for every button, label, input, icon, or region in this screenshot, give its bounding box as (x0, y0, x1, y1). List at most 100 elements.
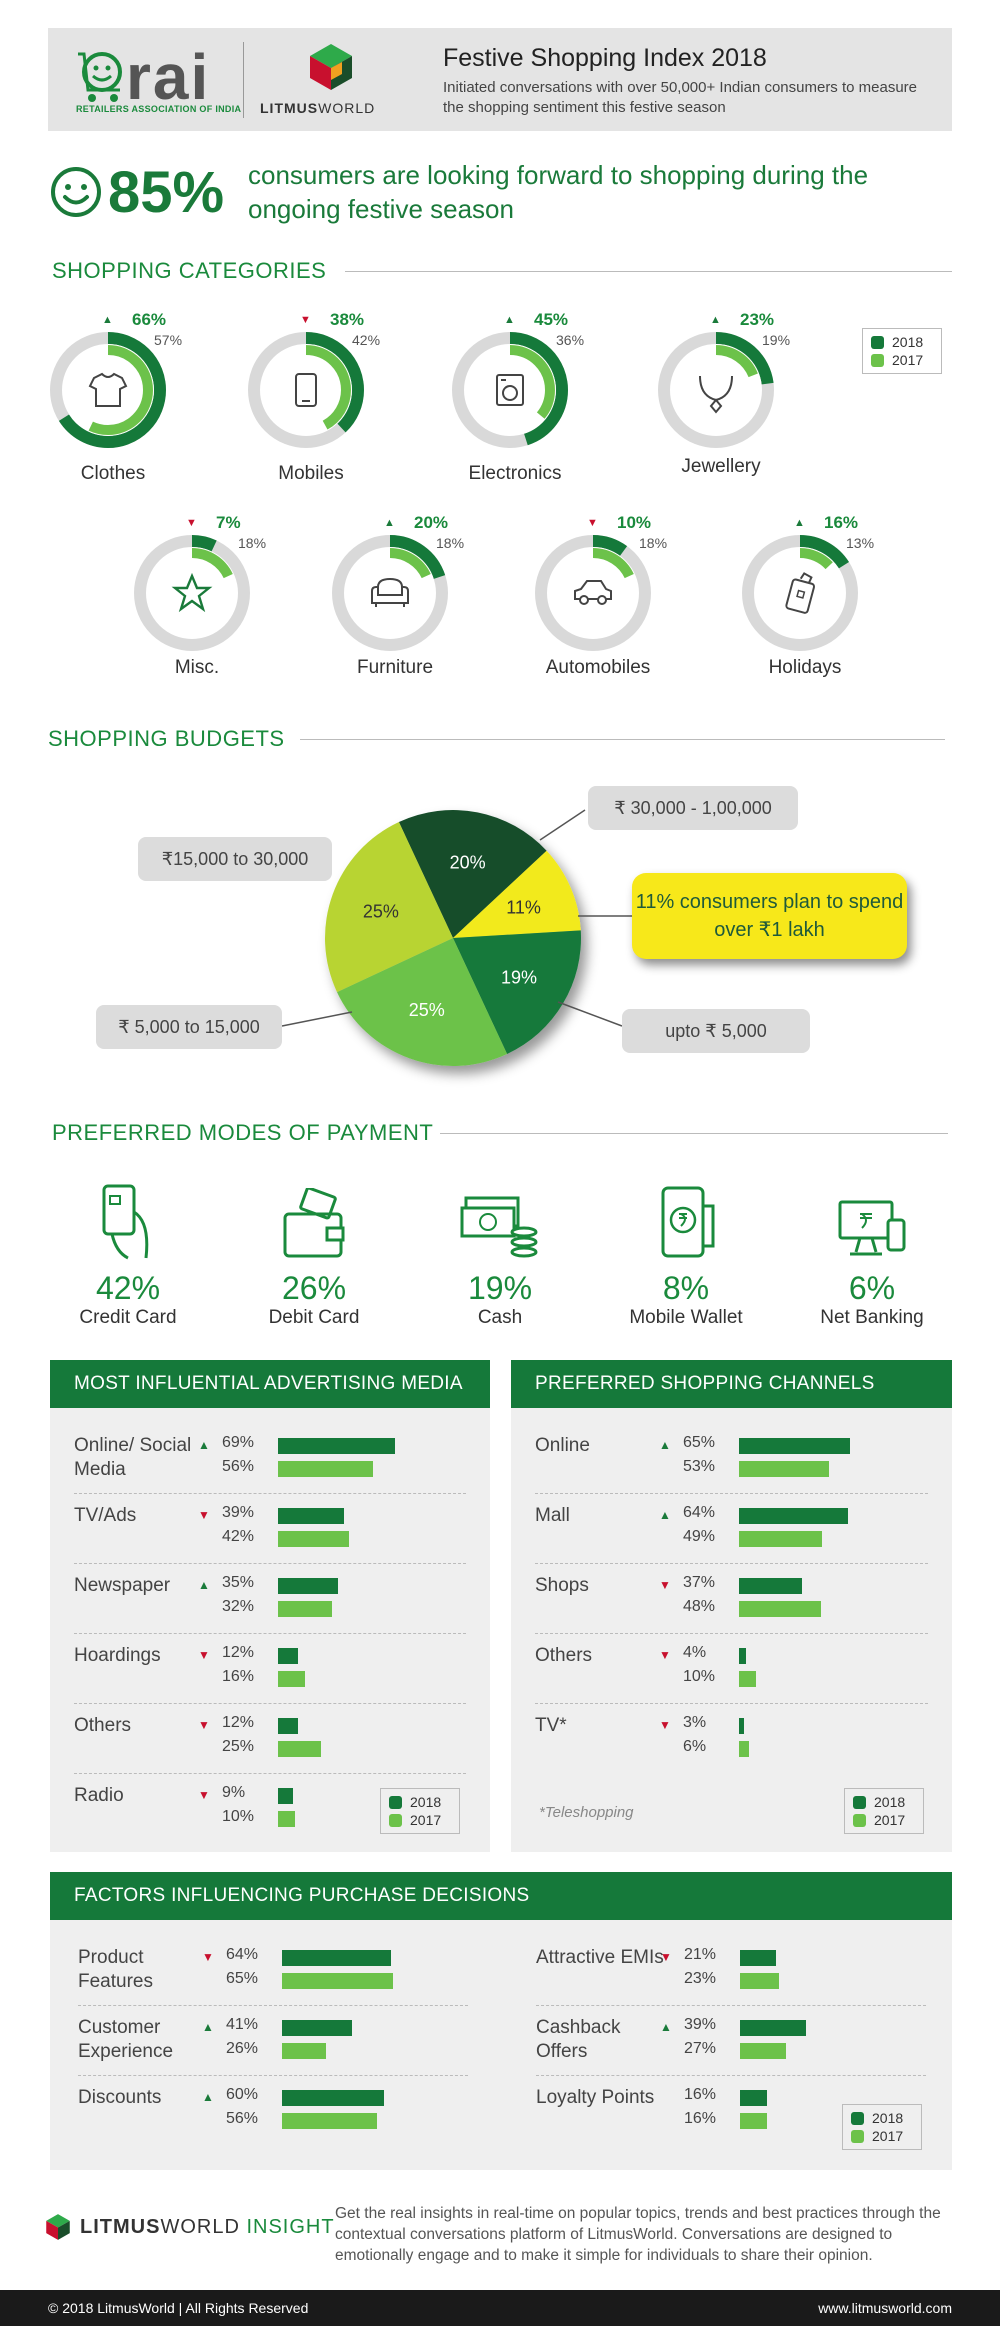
bar-value-2018: 16% (684, 2086, 717, 2103)
legend-2018: 2018 (851, 2109, 913, 2127)
bar-value-2018: 9% (222, 1784, 246, 1801)
bar-row-label: Customer Experience (78, 2017, 174, 2062)
trend-down-icon: ▼ (659, 1648, 671, 1662)
trend-down-icon: ▼ (198, 1508, 210, 1522)
row-divider (535, 1563, 928, 1564)
bar-row: Others ▼ 4% 10% (535, 1634, 928, 1704)
bar-2018 (282, 1950, 391, 1966)
pie-value-label: 20% (450, 853, 486, 873)
bar-value-2017: 26% (226, 2040, 259, 2057)
row-divider (78, 2075, 468, 2076)
media-legend: 2018 2017 (380, 1788, 460, 1834)
bar-row: Hoardings ▼ 12% 16% (74, 1634, 466, 1704)
bar-2017 (740, 2113, 768, 2129)
trend-up-icon: ▲ (504, 314, 515, 326)
donut-arc-2018 (535, 535, 651, 651)
bar-row-label: Mall (535, 1505, 570, 1526)
bar-row: TV* ▼ 3% 6% (535, 1704, 928, 1774)
bar-value-2017: 16% (684, 2110, 717, 2127)
trend-down-icon: ▼ (659, 1718, 671, 1732)
trend-down-icon: ▼ (186, 517, 197, 529)
mobile-wallet-icon (661, 1186, 715, 1258)
trend-down-icon: ▼ (300, 314, 311, 326)
bar-row: Shops ▼ 37% 48% (535, 1564, 928, 1634)
mobile-phone-icon (295, 373, 317, 407)
website-link[interactable]: www.litmusworld.com (818, 2300, 952, 2316)
bar-row: Cashback Offers ▲ 39% 27% (536, 2006, 926, 2076)
bar-2018 (740, 1950, 776, 1966)
trend-down-icon: ▼ (660, 1950, 672, 1964)
donut-value-2018: 7% (216, 513, 241, 532)
cube-icon (310, 44, 352, 90)
row-divider (536, 2005, 926, 2006)
payment-pct: 42% (95, 1270, 161, 1306)
payment-pct: 26% (281, 1270, 347, 1306)
donut-value-2018: 20% (414, 513, 449, 532)
row-divider (74, 1563, 466, 1564)
rai-logo: rai RETAILERS ASSOCIATION OF INDIA (76, 41, 241, 118)
car-icon (574, 580, 612, 605)
bar-row: Product Features ▼ 64% 65% (78, 1936, 468, 2006)
trend-up-icon: ▲ (660, 2020, 672, 2034)
budget-callout: 11% consumers plan to spend over ₹1 lakh (632, 873, 907, 959)
bar-value-2017: 65% (226, 1970, 259, 1987)
luggage-icon (785, 572, 816, 614)
donut-arc-2017 (345, 548, 435, 638)
bar-2017 (740, 2043, 786, 2059)
donut-value-2017: 42% (352, 332, 381, 348)
bar-value-2017: 56% (222, 1458, 255, 1475)
bar-value-2018: 3% (683, 1714, 707, 1731)
pie-slice-0 (398, 810, 547, 938)
header-divider (243, 42, 244, 118)
bar-value-2018: 35% (222, 1574, 255, 1591)
pie-value-label: 19% (501, 967, 537, 987)
trend-up-icon: ▲ (198, 1578, 210, 1592)
shopping-channels-panel: PREFERRED SHOPPING CHANNELS *Teleshoppin… (511, 1360, 952, 1852)
donut-value-2018: 45% (534, 310, 569, 329)
row-divider (78, 2005, 468, 2006)
hero-statement: consumers are looking forward to shoppin… (248, 160, 869, 224)
donut-value-2017: 36% (556, 332, 585, 348)
footer-brand: LITMUSWORLD INSIGHT (80, 2216, 335, 2238)
bar-row: Others ▼ 12% 25% (74, 1704, 466, 1774)
bar-row-label: Others (74, 1715, 132, 1736)
section-rule (345, 271, 952, 272)
bar-2018 (282, 2090, 384, 2106)
payment-pct: 8% (662, 1270, 710, 1306)
donut-arc-2017 (147, 548, 237, 638)
bar-2018 (278, 1648, 299, 1664)
rai-wordmark: rai (126, 41, 211, 113)
bar-value-2018: 12% (222, 1644, 255, 1661)
payment-pct: 19% (467, 1270, 533, 1306)
bar-value-2017: 10% (222, 1808, 255, 1825)
pie-value-label: 25% (409, 1000, 445, 1020)
donut-value-2018: 16% (824, 513, 859, 532)
donut-label: Clothes (80, 463, 146, 484)
payment-label: Mobile Wallet (629, 1307, 743, 1328)
section-rule (300, 739, 945, 740)
bar-row: Customer Experience ▲ 41% 26% (78, 2006, 468, 2076)
donut-label: Misc. (174, 657, 220, 678)
payment-debit-card: 26% Debit Card (224, 1180, 404, 1330)
bar-row: Attractive EMIs ▼ 21% 23% (536, 1936, 926, 2006)
bar-value-2017: 23% (684, 1970, 717, 1987)
payment-label: Cash (477, 1307, 523, 1328)
pie-slice-4 (325, 821, 453, 993)
advertising-media-panel: MOST INFLUENTIAL ADVERTISING MEDIA 2018 … (50, 1360, 490, 1852)
donut-arc-2018 (248, 332, 364, 448)
bar-2017 (739, 1461, 830, 1477)
bar-value-2017: 16% (222, 1668, 255, 1685)
donut-value-2017: 19% (762, 332, 791, 348)
section-title-payment: PREFERRED MODES OF PAYMENT (52, 1120, 434, 1145)
pie-leader-line (281, 1011, 353, 1027)
bar-2017 (739, 1531, 823, 1547)
bar-value-2018: 21% (684, 1946, 717, 1963)
bar-value-2018: 41% (226, 2016, 259, 2033)
panel-header: MOST INFLUENTIAL ADVERTISING MEDIA (50, 1360, 490, 1408)
factors-legend: 2018 2017 (842, 2104, 922, 2150)
donut-arc-2017 (261, 345, 351, 435)
bar-value-2018: 69% (222, 1434, 255, 1451)
bar-value-2017: 27% (684, 2040, 717, 2057)
bar-row-label: Others (535, 1645, 593, 1666)
donut-label: Jewellery (681, 456, 761, 477)
